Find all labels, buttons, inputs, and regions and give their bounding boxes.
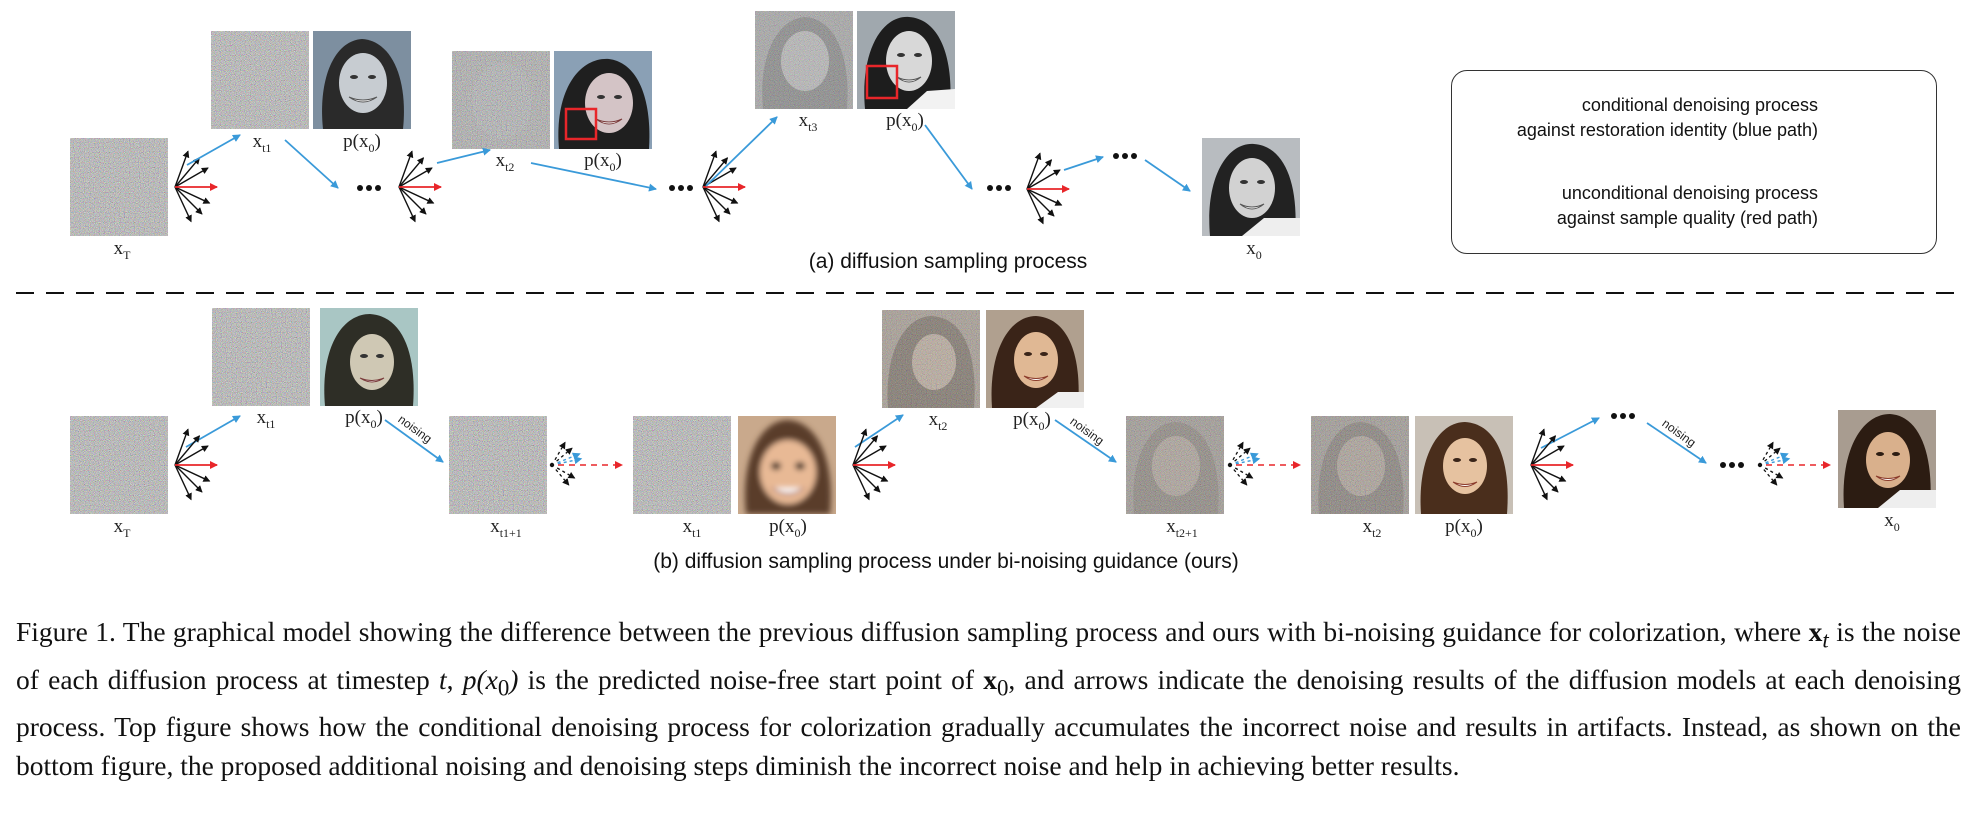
fan-solid [1530,428,1574,501]
label-xt1-bottom: xt1 [256,407,276,431]
label-px0-bottom-1: p(x0) [345,407,383,431]
label-xT-top: xT [113,238,131,262]
noise-image-xt1-bottom [212,308,310,406]
face-image-px0-blurry-child [738,416,836,514]
face-image-x0-bottom [1838,410,1936,508]
figure-panel: noising noising noising xT xt1 p(x0) xt2… [16,11,1962,573]
noise-image-xt1 [211,31,309,129]
noising-label-3: noising [1659,416,1699,450]
figure-caption: Figure 1. The graphical model showing th… [16,616,1962,781]
label-xt1p1-bottom: xt1+1 [490,516,522,540]
noise-image-xt2p1 [1126,416,1224,514]
label-x0-top: x0 [1246,238,1262,262]
fan-solid [174,150,218,223]
noise-image-xt2-bottom [882,310,980,408]
label-xt3-top: xt3 [798,110,818,134]
label-xt2-bottom-2: xt2 [1362,516,1382,540]
label-xt2-bottom: xt2 [928,409,948,433]
caption-top: (a) diffusion sampling process [808,250,1088,273]
label-px0-bottom-4: p(x0) [1445,516,1483,540]
legend-conditional: conditional denoising process against re… [1516,95,1818,140]
face-image-px0-1 [313,31,411,129]
noise-image-xt3 [755,11,853,109]
noise-image-xt1-bottom-2 [633,416,731,514]
label-xt1-top: xt1 [252,131,272,155]
noise-image-xt2 [452,51,550,149]
label-xt2-top: xt2 [495,150,515,174]
face-image-px0-2 [554,51,652,149]
noise-image-xt2-bottom-2 [1311,416,1409,514]
math-px0: p(x0) [462,663,519,701]
noise-image-xt1p1 [449,416,547,514]
face-image-x0-top [1202,138,1300,236]
label-xt1-bottom-2: xt1 [682,516,702,540]
math-xt: xt [1808,616,1829,653]
legend-unconditional: unconditional denoising process against … [1556,183,1818,228]
noise-image-xT-bottom [70,416,168,514]
fan-solid [174,428,218,501]
label-x0-bottom: x0 [1884,510,1900,534]
noise-image-xT [70,138,168,236]
fan-solid [398,150,442,223]
fan-solid [852,428,896,501]
face-image-px0-bottom-3 [1415,416,1513,514]
math-x0: x0 [983,663,1009,701]
face-image-px0-3 [857,11,955,109]
legend-box: conditional denoising process against re… [1451,70,1937,254]
label-px0-top-2: p(x0) [584,150,622,174]
fan-dashed [1757,441,1831,486]
denoising-fan-arrows-top [174,150,1070,225]
label-px0-top-3: p(x0) [886,110,924,134]
face-image-px0-bottom-1 [320,308,418,406]
fan-solid [702,150,746,223]
fan-solid [1026,152,1070,225]
label-px0-bottom-3: p(x0) [1013,409,1051,433]
face-image-px0-bottom-2 [986,310,1084,408]
noising-label-1: noising [395,412,435,446]
fan-dashed [1227,441,1301,486]
label-px0-top-1: p(x0) [343,131,381,155]
label-px0-bottom-2: p(x0) [769,516,807,540]
label-xt2p1-bottom: xt2+1 [1166,516,1198,540]
label-xT-bottom: xT [113,516,131,540]
caption-bottom: (b) diffusion sampling process under bi-… [653,550,1239,573]
noising-label-2: noising [1067,414,1107,448]
fan-dashed [549,441,623,486]
